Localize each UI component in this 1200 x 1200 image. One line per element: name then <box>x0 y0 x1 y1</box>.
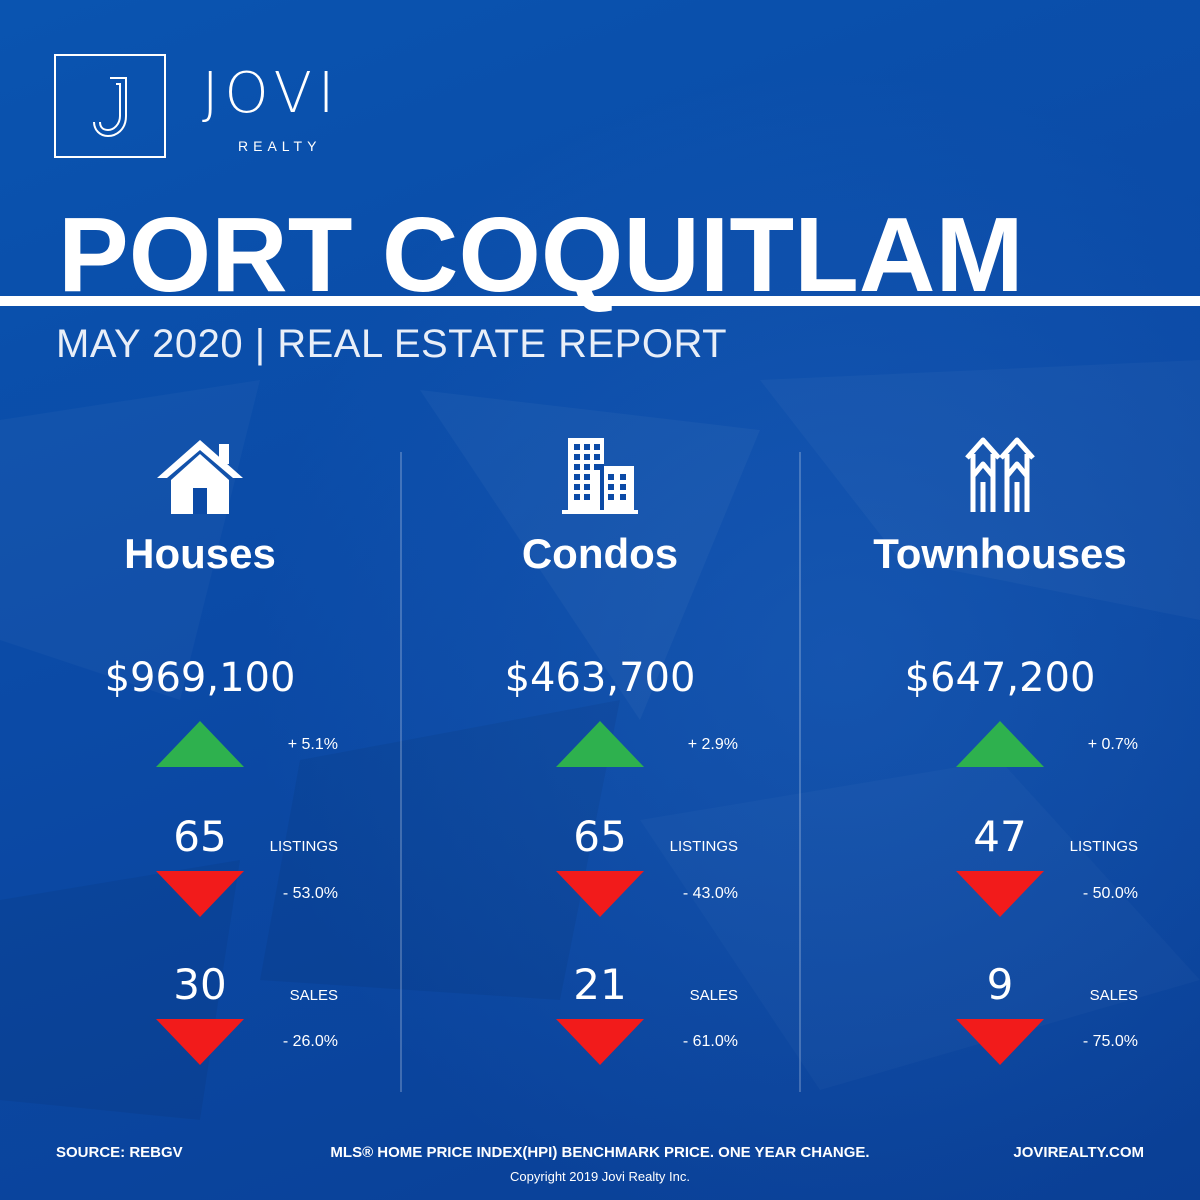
report-subtitle: MAY 2020 | REAL ESTATE REPORT <box>56 322 728 366</box>
sales-change: - 26.0% <box>282 1033 338 1050</box>
brand-logo <box>54 54 166 158</box>
down-arrow-icon <box>956 871 1044 917</box>
listings-label: LISTINGS <box>1069 838 1138 855</box>
source-note: SOURCE: REBGV <box>56 1144 183 1161</box>
copyright: Copyright 2019 Jovi Realty Inc. <box>510 1169 690 1184</box>
sales-change: - 75.0% <box>1082 1033 1138 1050</box>
up-arrow-icon <box>156 721 244 767</box>
column-divider <box>400 452 402 1092</box>
down-arrow-icon <box>556 871 644 917</box>
condos-column: Condos $463,700 + 2.9% 65 LISTINGS - 43.… <box>400 0 800 1200</box>
price-change: + 5.1% <box>287 736 338 753</box>
townhouse-icon <box>800 436 1200 516</box>
category-label: Houses <box>124 530 276 577</box>
column-divider <box>799 452 801 1092</box>
houses-column: Houses $969,100 + 5.1% 65 LISTINGS - 53.… <box>0 0 400 1200</box>
sales-count: 21 <box>573 960 627 1009</box>
sales-label: SALES <box>1089 987 1138 1004</box>
sales-count: 30 <box>173 960 227 1009</box>
townhouses-column: Townhouses $647,200 + 0.7% 47 LISTINGS -… <box>800 0 1200 1200</box>
title-underline <box>0 296 1200 306</box>
down-arrow-icon <box>556 1019 644 1065</box>
benchmark-price: $647,200 <box>904 655 1096 701</box>
sales-count: 9 <box>986 960 1014 1009</box>
listings-count: 65 <box>573 812 627 861</box>
sales-label: SALES <box>289 987 338 1004</box>
website-link[interactable]: JOVIREALTY.COM <box>1013 1144 1144 1161</box>
down-arrow-icon <box>956 1019 1044 1065</box>
listings-count: 47 <box>973 812 1027 861</box>
category-label: Townhouses <box>873 530 1127 577</box>
sales-label: SALES <box>689 987 738 1004</box>
price-change: + 0.7% <box>1087 736 1138 753</box>
category-label: Condos <box>521 530 679 577</box>
listings-change: - 50.0% <box>1082 885 1138 902</box>
listings-count: 65 <box>173 812 227 861</box>
j-logo-icon <box>93 77 127 138</box>
up-arrow-icon <box>556 721 644 767</box>
page-title: PORT COQUITLAM <box>58 196 1024 314</box>
benchmark-price: $463,700 <box>504 655 696 701</box>
listings-change: - 43.0% <box>682 885 738 902</box>
methodology-note: MLS® HOME PRICE INDEX(HPI) BENCHMARK PRI… <box>330 1144 870 1161</box>
condo-building-icon <box>400 436 800 516</box>
down-arrow-icon <box>156 871 244 917</box>
brand-subtitle: REALTY <box>238 138 322 154</box>
house-icon <box>0 436 400 516</box>
benchmark-price: $969,100 <box>104 655 296 701</box>
sales-change: - 61.0% <box>682 1033 738 1050</box>
listings-label: LISTINGS <box>269 838 338 855</box>
listings-label: LISTINGS <box>669 838 738 855</box>
down-arrow-icon <box>156 1019 244 1065</box>
brand-name: JOVI <box>202 61 341 126</box>
listings-change: - 53.0% <box>282 885 338 902</box>
up-arrow-icon <box>956 721 1044 767</box>
price-change: + 2.9% <box>687 736 738 753</box>
